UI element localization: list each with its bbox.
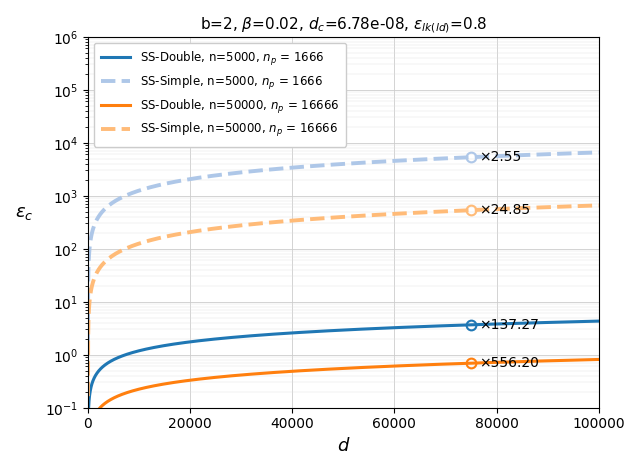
SS-Simple, n=5000, $n_p$ = 1666 xyxy=(595,149,602,155)
Title: b=2, $\beta$=0.02, $d_c$=6.78e-08, $\varepsilon_{lk(ld)}$=0.8: b=2, $\beta$=0.02, $d_c$=6.78e-08, $\var… xyxy=(200,15,487,35)
X-axis label: $d$: $d$ xyxy=(337,437,350,455)
SS-Simple, n=5000, $n_p$ = 1666 xyxy=(173,179,180,184)
SS-Double, n=50000, $n_p$ = 16666 xyxy=(530,359,538,364)
SS-Simple, n=5000, $n_p$ = 1666 xyxy=(530,152,538,157)
Text: ×24.85: ×24.85 xyxy=(479,203,530,217)
SS-Simple, n=50000, $n_p$ = 16666 xyxy=(280,219,287,224)
Line: SS-Simple, n=5000, $n_p$ = 1666: SS-Simple, n=5000, $n_p$ = 1666 xyxy=(88,152,598,343)
SS-Simple, n=50000, $n_p$ = 16666 xyxy=(84,393,92,399)
SS-Double, n=50000, $n_p$ = 16666 xyxy=(142,384,150,390)
SS-Double, n=5000, $n_p$ = 1666 xyxy=(302,329,310,335)
Line: SS-Double, n=5000, $n_p$ = 1666: SS-Double, n=5000, $n_p$ = 1666 xyxy=(88,321,598,470)
SS-Double, n=50000, $n_p$ = 16666 xyxy=(595,357,602,362)
Line: SS-Simple, n=50000, $n_p$ = 16666: SS-Simple, n=50000, $n_p$ = 16666 xyxy=(88,205,598,396)
SS-Double, n=5000, $n_p$ = 1666 xyxy=(173,341,180,346)
SS-Simple, n=50000, $n_p$ = 16666 xyxy=(142,239,150,244)
SS-Double, n=50000, $n_p$ = 16666 xyxy=(302,368,310,373)
Legend: SS-Double, n=5000, $n_p$ = 1666, SS-Simple, n=5000, $n_p$ = 1666, SS-Double, n=5: SS-Double, n=5000, $n_p$ = 1666, SS-Simp… xyxy=(94,43,346,147)
SS-Simple, n=5000, $n_p$ = 1666 xyxy=(585,150,593,156)
Line: SS-Double, n=50000, $n_p$ = 16666: SS-Double, n=50000, $n_p$ = 16666 xyxy=(88,360,598,470)
Text: ×137.27: ×137.27 xyxy=(479,318,538,332)
SS-Simple, n=50000, $n_p$ = 16666 xyxy=(530,205,538,211)
SS-Double, n=5000, $n_p$ = 1666 xyxy=(280,330,287,336)
SS-Double, n=5000, $n_p$ = 1666 xyxy=(530,320,538,326)
SS-Simple, n=50000, $n_p$ = 16666 xyxy=(585,203,593,209)
Y-axis label: $\varepsilon_c$: $\varepsilon_c$ xyxy=(15,204,33,222)
SS-Double, n=5000, $n_p$ = 1666 xyxy=(595,318,602,324)
SS-Double, n=50000, $n_p$ = 16666 xyxy=(585,357,593,362)
SS-Simple, n=5000, $n_p$ = 1666 xyxy=(142,186,150,191)
Text: ×2.55: ×2.55 xyxy=(479,150,521,164)
SS-Simple, n=5000, $n_p$ = 1666 xyxy=(84,340,92,346)
SS-Double, n=5000, $n_p$ = 1666 xyxy=(585,319,593,324)
SS-Simple, n=50000, $n_p$ = 16666 xyxy=(595,203,602,208)
SS-Double, n=5000, $n_p$ = 1666 xyxy=(142,346,150,352)
SS-Simple, n=50000, $n_p$ = 16666 xyxy=(173,232,180,237)
SS-Double, n=50000, $n_p$ = 16666 xyxy=(173,379,180,385)
SS-Simple, n=5000, $n_p$ = 1666 xyxy=(280,165,287,171)
SS-Simple, n=50000, $n_p$ = 16666 xyxy=(302,217,310,222)
SS-Double, n=5000, $n_p$ = 1666 xyxy=(84,467,92,470)
SS-Simple, n=5000, $n_p$ = 1666 xyxy=(302,164,310,169)
SS-Double, n=50000, $n_p$ = 16666 xyxy=(280,369,287,375)
Text: ×556.20: ×556.20 xyxy=(479,356,538,370)
